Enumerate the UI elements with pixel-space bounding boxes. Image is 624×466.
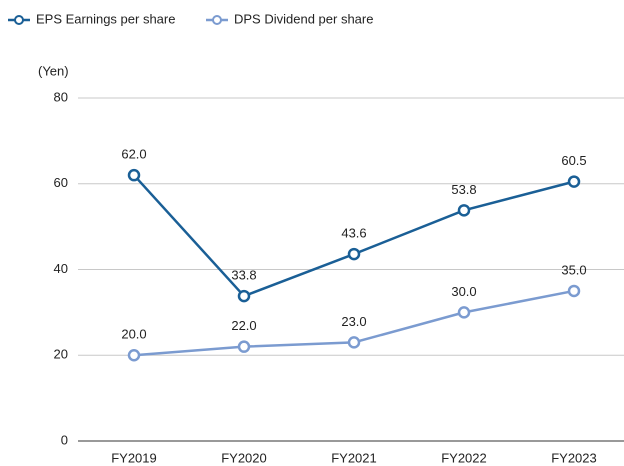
data-label: 22.0 — [231, 318, 256, 333]
data-label: 20.0 — [121, 327, 146, 342]
y-tick-label: 40 — [54, 261, 68, 276]
point — [457, 204, 471, 217]
data-label: 60.5 — [561, 153, 586, 168]
data-label: 43.6 — [341, 226, 366, 241]
point — [567, 284, 581, 298]
point — [347, 247, 361, 261]
legend-label: EPS Earnings per share — [36, 11, 175, 26]
x-tick-label: FY2023 — [551, 450, 597, 465]
point — [347, 336, 361, 349]
y-tick-label: 0 — [61, 432, 68, 447]
x-tick-label: FY2019 — [111, 450, 157, 465]
legend-label: DPS Dividend per share — [234, 11, 373, 26]
y-tick-label: 60 — [54, 175, 68, 190]
point — [237, 340, 251, 353]
point — [127, 349, 141, 362]
data-label: 23.0 — [341, 314, 366, 329]
y-axis-label: (Yen) — [38, 63, 69, 78]
data-label: 62.0 — [121, 147, 146, 162]
x-tick-label: FY2021 — [331, 450, 377, 465]
data-label: 53.8 — [451, 182, 476, 197]
point — [567, 175, 581, 188]
x-tick-label: FY2020 — [221, 450, 267, 465]
data-label: 33.8 — [231, 268, 256, 283]
data-label: 35.0 — [561, 262, 586, 277]
data-label: 30.0 — [451, 284, 476, 299]
y-tick-label: 20 — [54, 347, 68, 362]
legend-marker — [212, 15, 222, 25]
x-tick-label: FY2022 — [441, 450, 487, 465]
point — [127, 168, 141, 182]
y-tick-label: 80 — [54, 89, 68, 104]
point — [237, 289, 251, 303]
legend-marker — [14, 15, 24, 25]
point — [457, 306, 471, 319]
